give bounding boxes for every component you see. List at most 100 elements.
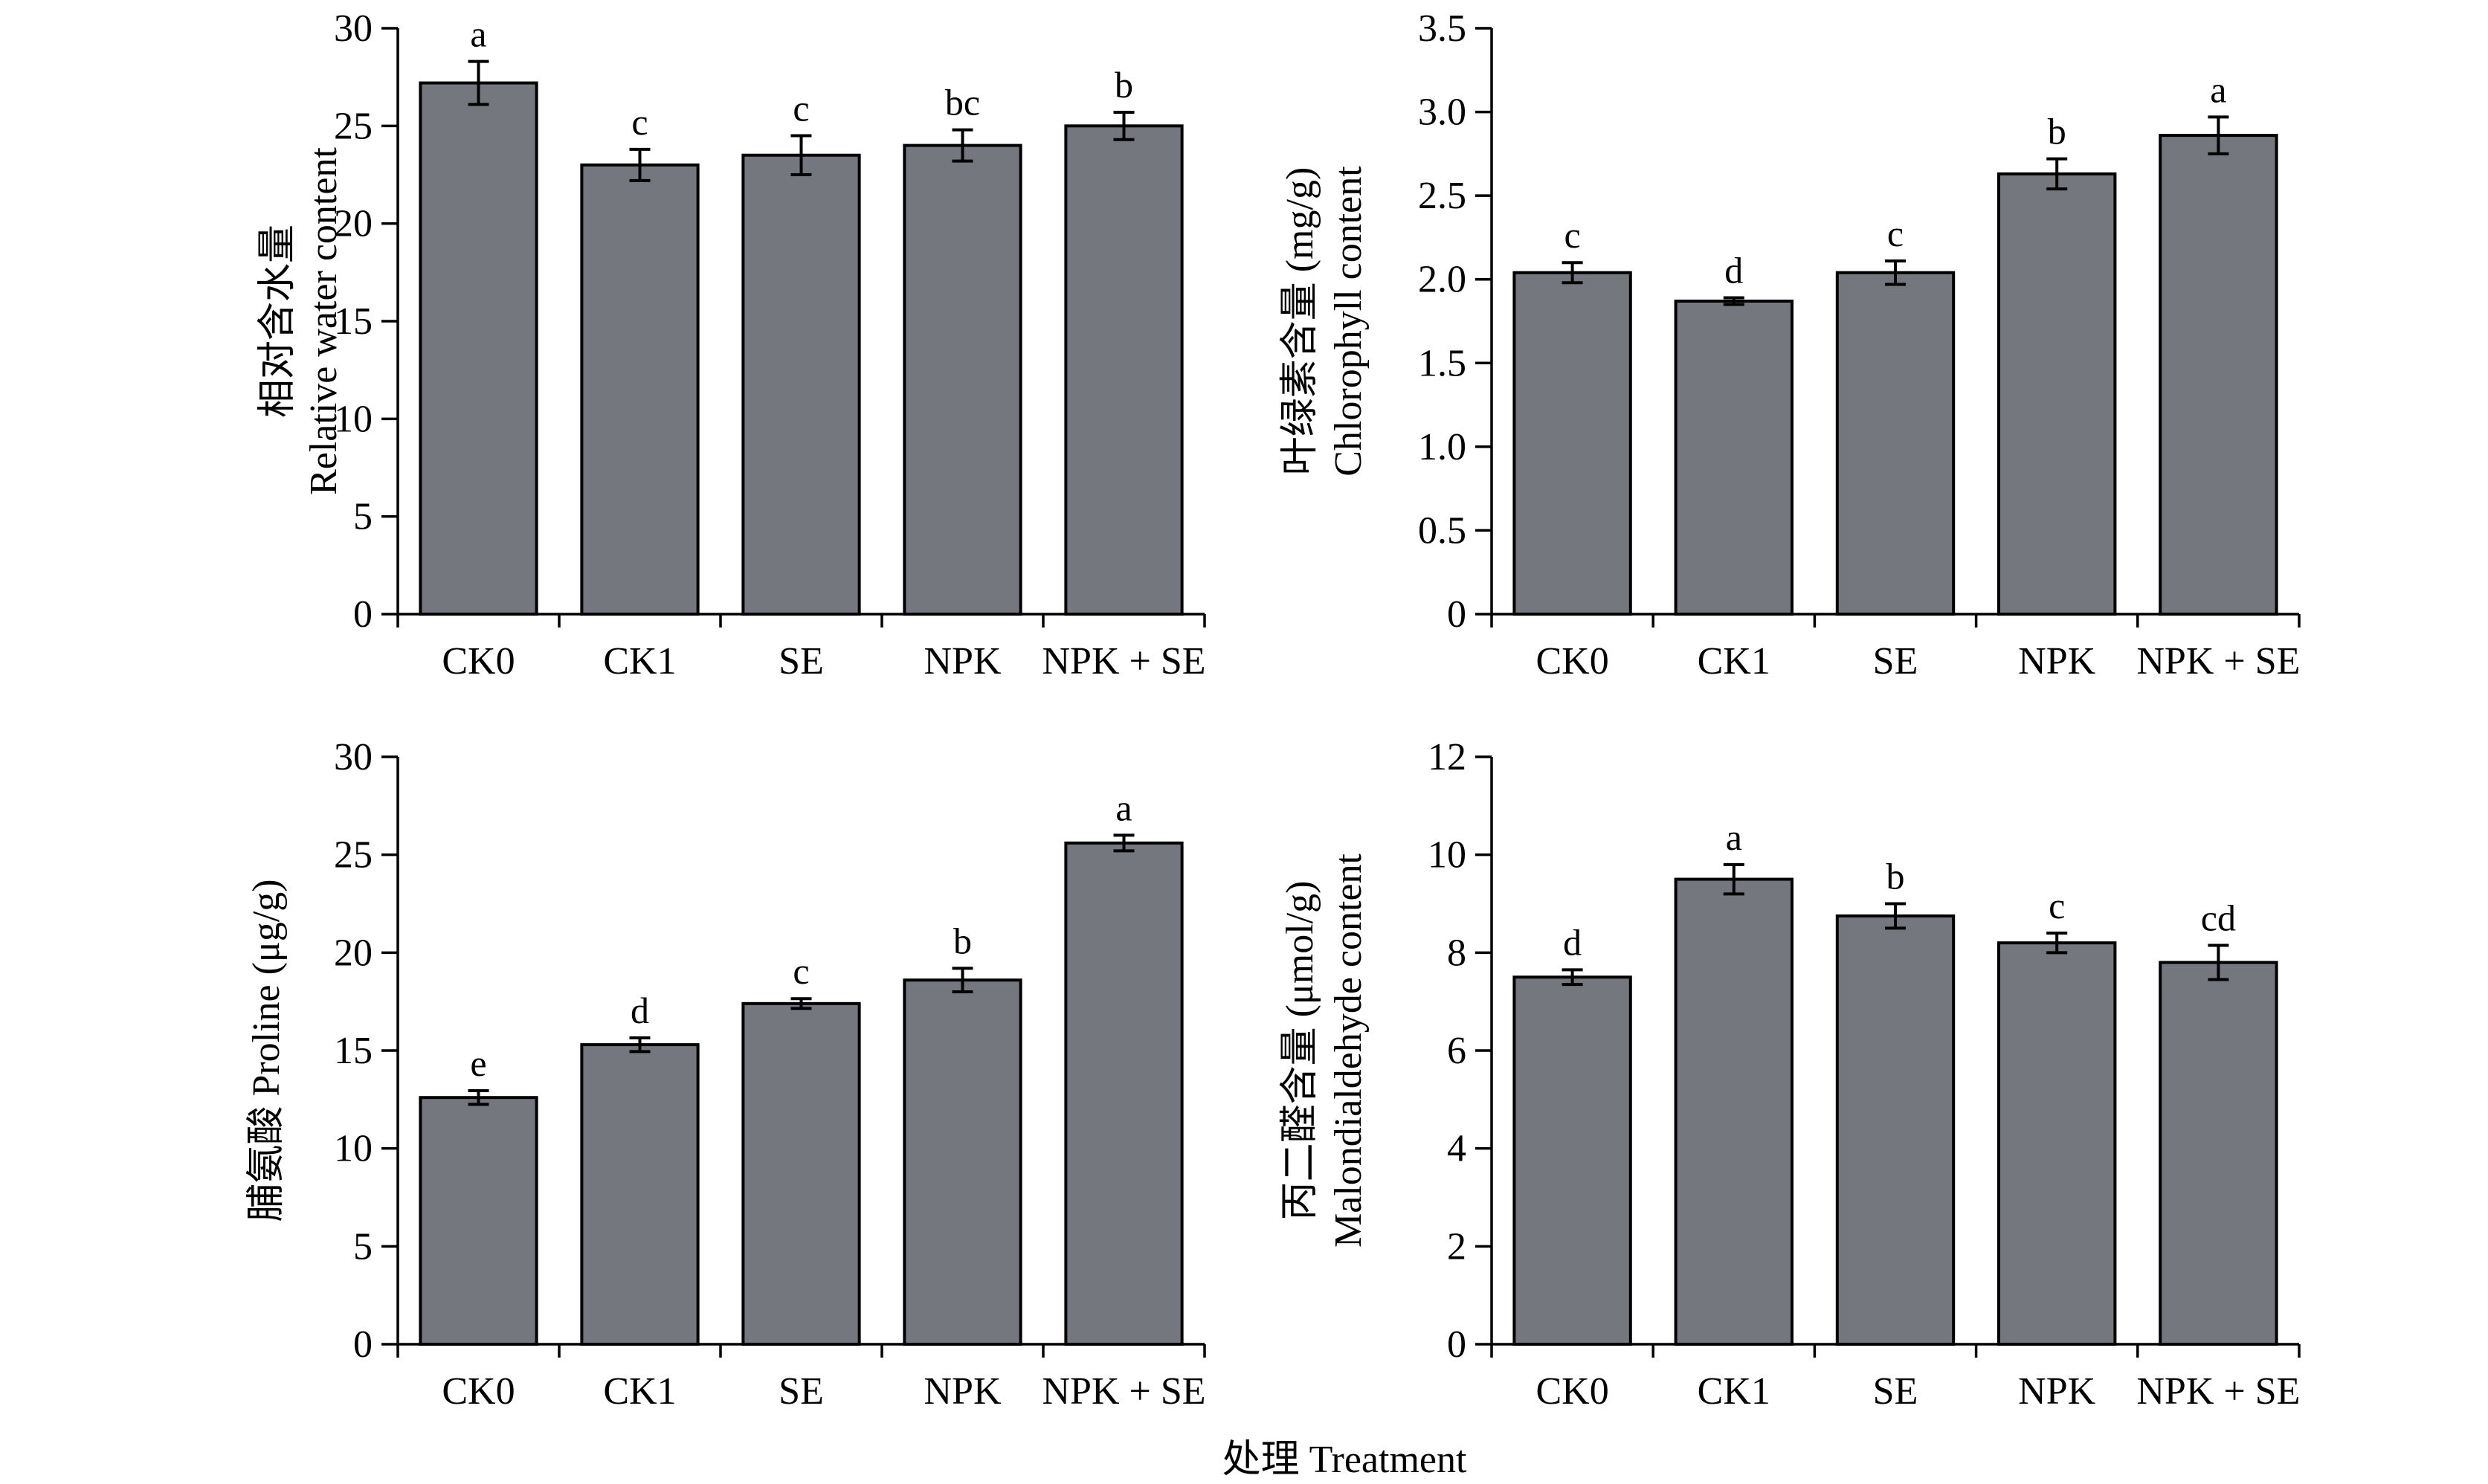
y-axis-label: 脯氨酸 Proline (μg/g) [245, 879, 288, 1222]
bar-ck1 [1674, 877, 1794, 1346]
significance-label: d [1563, 921, 1582, 963]
y-axis-label: 相对含水量 [257, 225, 299, 418]
x-tick-label: NPK + SE [2136, 1370, 2300, 1413]
y-tick-label: 5 [353, 496, 373, 538]
y-tick-label: 0.5 [1418, 509, 1466, 552]
y-axis-label: Chlorophyll content [1327, 166, 1370, 477]
x-tick-label: CK1 [1698, 640, 1770, 683]
x-tick-label: CK1 [603, 640, 676, 683]
bar-npk-se [1064, 841, 1184, 1346]
x-tick-label: NPK [2018, 1370, 2095, 1413]
y-tick-label: 8 [1447, 932, 1466, 974]
panel-relative-water-content: 0 5 10 15 20 25 30 a CK0 c CK1 c SE bc NPK b NPK + SE 相对含… [257, 7, 1206, 683]
y-tick-label: 0 [353, 1323, 373, 1366]
y-tick-label: 4 [1447, 1128, 1466, 1170]
x-tick-label: CK1 [1698, 1370, 1770, 1413]
y-tick-label: 2.0 [1418, 259, 1466, 301]
x-tick-label: CK0 [442, 1370, 515, 1413]
y-axis-label: Malondialdehyde content [1327, 853, 1370, 1248]
x-tick-label: NPK + SE [1042, 640, 1205, 683]
significance-label: c [1887, 213, 1904, 254]
y-tick-label: 12 [1428, 736, 1466, 778]
y-tick-label: 15 [334, 1030, 373, 1072]
bar-ck0 [1512, 975, 1632, 1346]
x-tick-label: NPK + SE [2136, 640, 2300, 683]
significance-label: c [793, 87, 809, 129]
x-tick-label: SE [1873, 1370, 1918, 1413]
y-tick-label: 2.5 [1418, 175, 1466, 217]
bar-ck0 [419, 81, 538, 616]
y-tick-label: 1.0 [1418, 426, 1466, 468]
significance-label: d [1724, 249, 1743, 291]
panel-malondialdehyde-content: 0 2 4 6 8 10 12 d CK0 a CK1 b SE c NPK cd NPK + SE 丙二醛含量 … [1279, 736, 2301, 1413]
bar-npk [1997, 172, 2117, 616]
significance-label: c [2049, 885, 2065, 926]
bar-npk [1997, 941, 2117, 1346]
y-tick-label: 15 [334, 300, 373, 343]
significance-label: c [1564, 214, 1580, 256]
significance-label: c [793, 950, 809, 992]
y-tick-label: 20 [334, 932, 373, 974]
significance-label: a [1115, 787, 1132, 828]
x-tick-label: CK0 [1535, 1370, 1608, 1413]
significance-label: b [1115, 64, 1133, 106]
y-tick-label: 30 [334, 7, 373, 50]
y-tick-label: 0 [1447, 593, 1466, 636]
x-tick-label: CK1 [603, 1370, 676, 1413]
bar-npk [903, 978, 1022, 1346]
bar-se [741, 1001, 861, 1346]
panel-proline: 0 5 10 15 20 25 30 e CK0 d CK1 c SE b NPK a NPK + SE 脯氨酸 … [245, 736, 1206, 1413]
significance-label: b [1886, 856, 1905, 897]
y-tick-label: 30 [334, 736, 373, 778]
x-tick-label: NPK [924, 1370, 1001, 1413]
significance-label: a [2210, 68, 2226, 110]
significance-label: b [2048, 111, 2066, 152]
x-tick-label: SE [779, 1370, 824, 1413]
significance-label: c [631, 101, 648, 143]
y-tick-label: 3.5 [1418, 7, 1466, 50]
y-tick-label: 0 [353, 593, 373, 636]
y-tick-label: 10 [1428, 834, 1466, 877]
significance-label: a [470, 13, 486, 55]
bar-npk-se [2159, 961, 2278, 1346]
bar-ck0 [1512, 271, 1632, 616]
significance-label: b [953, 920, 972, 961]
bar-npk-se [2159, 134, 2278, 616]
x-tick-label: NPK + SE [1042, 1370, 1205, 1413]
y-tick-label: 0 [1447, 1323, 1466, 1366]
bar-npk [903, 143, 1022, 616]
x-tick-label: CK0 [1535, 640, 1608, 683]
significance-label: d [631, 990, 649, 1031]
y-tick-label: 2 [1447, 1225, 1466, 1268]
x-tick-label: CK0 [442, 640, 515, 683]
y-tick-label: 25 [334, 834, 373, 877]
y-tick-label: 10 [334, 398, 373, 440]
y-tick-label: 10 [334, 1128, 373, 1170]
y-tick-label: 5 [353, 1225, 373, 1268]
significance-label: bc [945, 82, 980, 123]
significance-label: cd [2201, 897, 2236, 938]
bar-npk-se [1064, 124, 1184, 616]
x-tick-label: SE [1873, 640, 1918, 683]
y-axis-label: 丙二醛含量 (μmol/g) [1279, 881, 1321, 1221]
panel-chlorophyll-content: 0 0.5 1.0 1.5 2.0 2.5 3.0 3.5 c CK0 d CK1 c SE b NPK a NP… [1279, 7, 2301, 683]
bar-ck1 [580, 163, 700, 616]
x-tick-label: NPK [924, 640, 1001, 683]
x-tick-label: NPK [2018, 640, 2095, 683]
significance-label: e [470, 1042, 486, 1084]
bar-ck1 [580, 1043, 700, 1346]
y-axis-label: Relative water content [303, 147, 345, 495]
bar-se [1835, 271, 1956, 616]
x-tick-label: SE [779, 640, 824, 683]
bar-se [1835, 914, 1956, 1346]
y-tick-label: 20 [334, 203, 373, 245]
y-axis-label: 叶绿素含量 (mg/g) [1279, 167, 1321, 476]
y-tick-label: 6 [1447, 1030, 1466, 1072]
bar-se [741, 153, 861, 616]
bar-ck0 [419, 1096, 538, 1346]
y-tick-label: 3.0 [1418, 91, 1466, 134]
significance-label: a [1726, 816, 1742, 858]
shared-x-axis-label: 处理 Treatment [1222, 1439, 1467, 1481]
y-tick-label: 25 [334, 105, 373, 147]
